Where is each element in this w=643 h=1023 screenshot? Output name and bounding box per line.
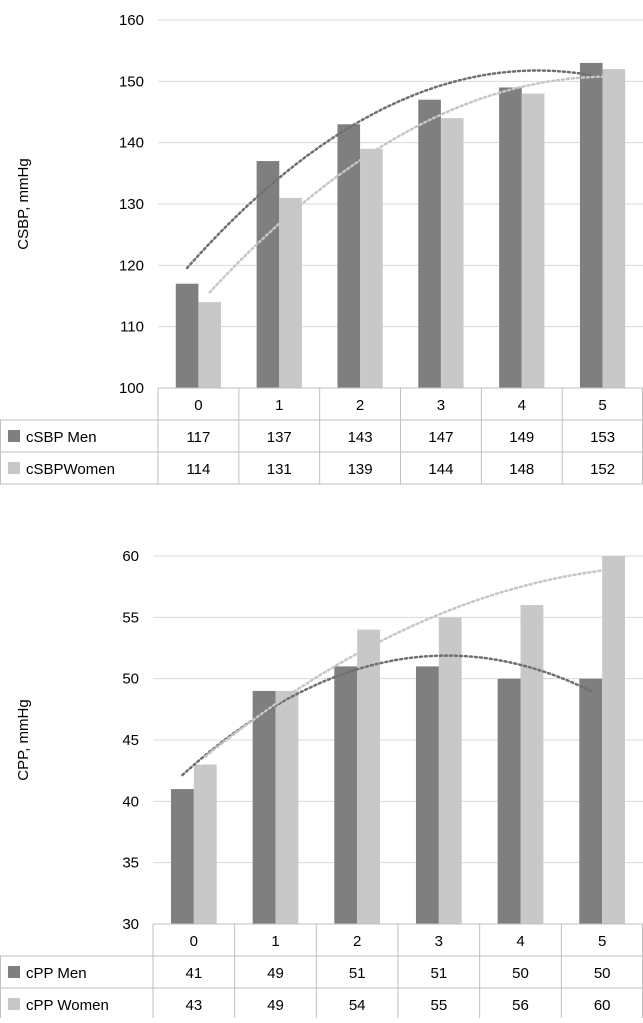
- data-label: 153: [590, 429, 615, 446]
- bar-men: [170, 789, 194, 924]
- bar-women: [440, 118, 464, 388]
- legend-swatch-women: [8, 998, 20, 1010]
- bar-men: [256, 161, 280, 388]
- y-tick-label: 130: [119, 196, 144, 213]
- x-category-label: 3: [437, 397, 445, 414]
- data-label: 137: [267, 429, 292, 446]
- x-category-label: 1: [275, 397, 283, 414]
- y-tick-label: 160: [119, 12, 144, 29]
- data-label: 131: [267, 461, 292, 478]
- data-label: 114: [186, 461, 210, 478]
- bar-women: [279, 197, 302, 388]
- bar-men: [418, 99, 441, 388]
- y-tick-label: 60: [122, 548, 139, 565]
- y-tick-label: 40: [122, 793, 139, 810]
- y-tick-label: 55: [122, 609, 139, 626]
- x-category-label: 2: [356, 397, 364, 414]
- x-category-label: 0: [190, 933, 198, 950]
- bar-men: [497, 678, 521, 924]
- y-tick-label: 120: [119, 257, 144, 274]
- data-label: 51: [349, 965, 366, 982]
- legend-label: cPP Men: [26, 965, 87, 982]
- y-axis-title: CSBP, mmHg: [15, 158, 32, 249]
- y-tick-label: 35: [122, 855, 139, 872]
- data-label: 143: [348, 429, 373, 446]
- bar-men: [337, 124, 361, 389]
- data-label: 139: [348, 461, 373, 478]
- data-label: 152: [590, 461, 615, 478]
- data-label: 49: [267, 965, 284, 982]
- y-axis-title: CPP, mmHg: [15, 699, 32, 780]
- data-label: 41: [185, 965, 202, 982]
- bar-women: [360, 148, 383, 388]
- x-category-label: 3: [435, 933, 443, 950]
- bar-women: [602, 69, 626, 389]
- data-label: 147: [428, 429, 453, 446]
- y-tick-label: 45: [122, 732, 139, 749]
- bar-women: [357, 629, 381, 924]
- bar-men: [579, 62, 603, 388]
- trendline-women: [204, 567, 615, 758]
- data-label: 144: [428, 461, 453, 478]
- data-label: 149: [509, 429, 534, 446]
- chart-1: [0, 19, 643, 485]
- data-label: 56: [512, 997, 529, 1014]
- trendline-women: [208, 75, 616, 294]
- data-label: 60: [594, 997, 611, 1014]
- legend-swatch-women: [8, 462, 20, 474]
- data-label: 50: [512, 965, 529, 982]
- bar-women: [521, 93, 545, 388]
- data-label: 55: [430, 997, 447, 1014]
- bar-women: [438, 617, 462, 924]
- y-tick-label: 110: [120, 319, 144, 336]
- legend-label: cSBP Men: [26, 429, 97, 446]
- x-category-label: 2: [353, 933, 361, 950]
- x-category-label: 5: [598, 933, 606, 950]
- x-category-label: 1: [271, 933, 279, 950]
- legend-label: cPP Women: [26, 997, 109, 1014]
- chart-2: [0, 555, 643, 1021]
- y-tick-label: 100: [119, 380, 144, 397]
- x-category-label: 4: [518, 397, 526, 414]
- bar-women: [520, 605, 544, 924]
- y-tick-label: 30: [122, 916, 139, 933]
- bar-women: [602, 556, 626, 924]
- bar-men: [499, 87, 522, 388]
- legend-label: cSBPWomen: [26, 461, 115, 478]
- y-tick-label: 140: [119, 135, 144, 152]
- bar-men: [334, 666, 358, 924]
- bar-men: [415, 666, 439, 924]
- y-tick-label: 150: [119, 73, 144, 90]
- data-label: 54: [349, 997, 366, 1014]
- bar-women: [275, 690, 299, 924]
- x-category-label: 0: [194, 397, 202, 414]
- data-label: 51: [430, 965, 447, 982]
- data-label: 148: [509, 461, 534, 478]
- data-label: 50: [594, 965, 611, 982]
- trendline-men: [185, 69, 593, 270]
- bar-women: [193, 764, 217, 924]
- data-label: 43: [185, 997, 202, 1014]
- legend-swatch-men: [8, 430, 20, 442]
- x-category-label: 5: [598, 397, 606, 414]
- bar-men: [579, 678, 603, 924]
- data-label: 117: [186, 429, 210, 446]
- bar-men: [252, 690, 276, 924]
- bar-women: [198, 302, 222, 388]
- legend-swatch-men: [8, 966, 20, 978]
- y-tick-label: 50: [122, 671, 139, 688]
- x-category-label: 4: [516, 933, 524, 950]
- data-label: 49: [267, 997, 284, 1014]
- bar-men: [175, 283, 199, 388]
